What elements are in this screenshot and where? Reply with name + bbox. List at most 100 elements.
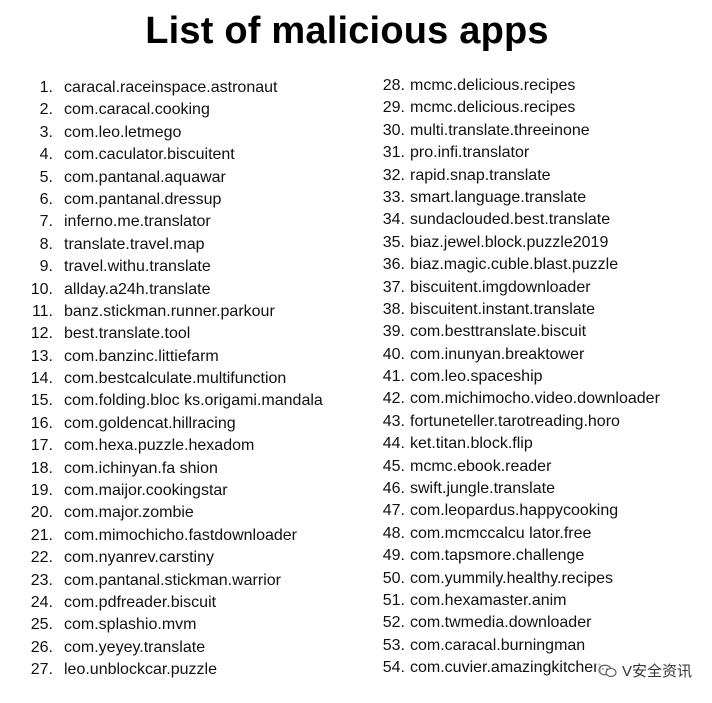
app-package-name: com.pdfreader.biscuit (64, 593, 217, 611)
item-number: 20. (30, 504, 53, 522)
item-number: 21. (30, 526, 53, 544)
app-package-name: smart.language.translate (410, 188, 587, 206)
app-package-name: mcmc.delicious.recipes (410, 99, 576, 117)
app-package-name: ket.titan.block.flip (410, 435, 533, 453)
app-package-name: com.goldencat.hillracing (64, 414, 236, 432)
item-number: 22. (30, 549, 53, 567)
app-package-name: inferno.me.translator (64, 213, 211, 231)
item-number: 35. (382, 233, 405, 251)
app-package-name: com.maijor.cookingstar (64, 482, 228, 500)
item-number: 8. (39, 235, 53, 253)
app-package-name: biaz.magic.cuble.blast.puzzle (410, 256, 619, 274)
item-number: 52. (382, 614, 405, 632)
app-package-name: com.pantanal.stickman.warrior (64, 571, 281, 589)
app-package-name: com.banzinc.littiefarm (64, 347, 219, 365)
item-number: 15. (30, 392, 53, 410)
app-package-name: banz.stickman.runner.parkour (64, 302, 275, 320)
item-number: 26. (30, 638, 53, 656)
item-number: 2. (39, 101, 53, 119)
item-number: 48. (382, 524, 405, 542)
app-package-name: com.hexamaster.anim (410, 591, 567, 609)
app-package-name: sundaclouded.best.translate (410, 211, 611, 229)
item-number: 13. (30, 347, 53, 365)
app-package-name: com.tapsmore.challenge (410, 547, 585, 565)
app-package-name: com.mimochicho.fastdownloader (64, 526, 297, 544)
item-number: 24. (30, 593, 53, 611)
item-number: 29. (382, 99, 405, 117)
item-number: 49. (382, 547, 405, 565)
item-number: 9. (39, 258, 53, 276)
page-title: List of malicious apps (145, 10, 549, 52)
app-package-name: com.michimocho.video.downloader (410, 390, 660, 408)
item-number: 36. (382, 256, 405, 274)
app-package-name: com.leo.spaceship (410, 368, 543, 386)
item-number: 45. (382, 457, 405, 475)
app-package-name: com.hexa.puzzle.hexadom (64, 437, 255, 455)
app-package-name: caracal.raceinspace.astronaut (64, 79, 278, 96)
app-package-name: biaz.jewel.block.puzzle2019 (410, 233, 609, 251)
item-number: 40. (382, 345, 405, 363)
wechat-bubble-icon (598, 664, 617, 677)
app-package-name: biscuitent.instant.translate (410, 300, 595, 318)
app-package-name: com.ichinyan.fa shion (64, 459, 218, 477)
app-package-name: com.splashio.mvm (64, 616, 197, 634)
item-number: 33. (382, 188, 405, 206)
app-package-name: com.caracal.burningman (410, 636, 586, 654)
app-package-name: pro.infi.translator (410, 144, 530, 162)
app-package-name: mcmc.delicious.recipes (410, 77, 576, 94)
item-number: 46. (382, 480, 405, 498)
app-package-name: com.twmedia.downloader (410, 614, 592, 632)
app-package-name: travel.withu.translate (64, 258, 211, 276)
item-number: 6. (39, 190, 53, 208)
item-number: 25. (30, 616, 53, 634)
app-package-name: com.cuvier.amazingkitchen (410, 659, 603, 677)
app-package-name: com.inunyan.breaktower (410, 345, 585, 363)
app-package-name: allday.a24h.translate (64, 280, 211, 298)
item-number: 12. (30, 325, 53, 343)
app-package-name: com.mcmccalcu lator.free (410, 524, 592, 542)
item-number: 38. (382, 300, 405, 318)
item-number: 31. (382, 144, 405, 162)
watermark-text: V安全资讯 (621, 663, 692, 680)
item-number: 50. (382, 569, 405, 587)
item-number: 23. (30, 571, 53, 589)
item-number: 18. (30, 459, 53, 477)
item-number: 10. (30, 280, 53, 298)
item-number: 14. (30, 370, 53, 388)
item-number: 17. (30, 437, 53, 455)
app-package-name: com.yummily.healthy.recipes (410, 569, 614, 587)
item-number: 44. (382, 435, 405, 453)
item-number: 19. (30, 482, 53, 500)
item-number: 4. (39, 146, 53, 164)
item-number: 27. (30, 661, 53, 679)
item-number: 30. (382, 121, 405, 139)
watermark: V安全资讯 (595, 660, 694, 681)
item-number: 51. (382, 591, 405, 609)
item-number: 41. (382, 368, 405, 386)
item-number: 5. (39, 168, 53, 186)
app-package-name: com.caculator.biscuitent (64, 146, 235, 164)
app-package-name: mcmc.ebook.reader (410, 457, 552, 475)
app-package-name: fortuneteller.tarotreading.horo (410, 412, 620, 430)
item-number: 11. (31, 302, 53, 320)
item-number: 3. (39, 123, 53, 141)
app-package-name: translate.travel.map (64, 235, 205, 253)
item-number: 42. (382, 390, 405, 408)
item-number: 43. (382, 412, 405, 430)
app-package-name: com.bestcalculate.multifunction (64, 370, 287, 388)
app-package-name: best.translate.tool (64, 325, 191, 343)
item-number: 47. (382, 502, 405, 520)
item-number: 34. (382, 211, 405, 229)
item-number: 39. (382, 323, 405, 341)
app-package-name: com.pantanal.dressup (64, 190, 222, 208)
item-number: 1. (39, 79, 53, 96)
app-package-name: multi.translate.threeinone (410, 121, 590, 139)
app-package-name: rapid.snap.translate (410, 166, 551, 184)
app-package-name: swift.jungle.translate (410, 480, 555, 498)
app-package-name: com.nyanrev.carstiny (64, 549, 214, 567)
item-number: 53. (382, 636, 405, 654)
item-number: 16. (30, 414, 53, 432)
app-package-name: com.leopardus.happycooking (410, 502, 619, 520)
app-package-name: biscuitent.imgdownloader (410, 278, 591, 296)
item-number: 28. (382, 77, 405, 94)
